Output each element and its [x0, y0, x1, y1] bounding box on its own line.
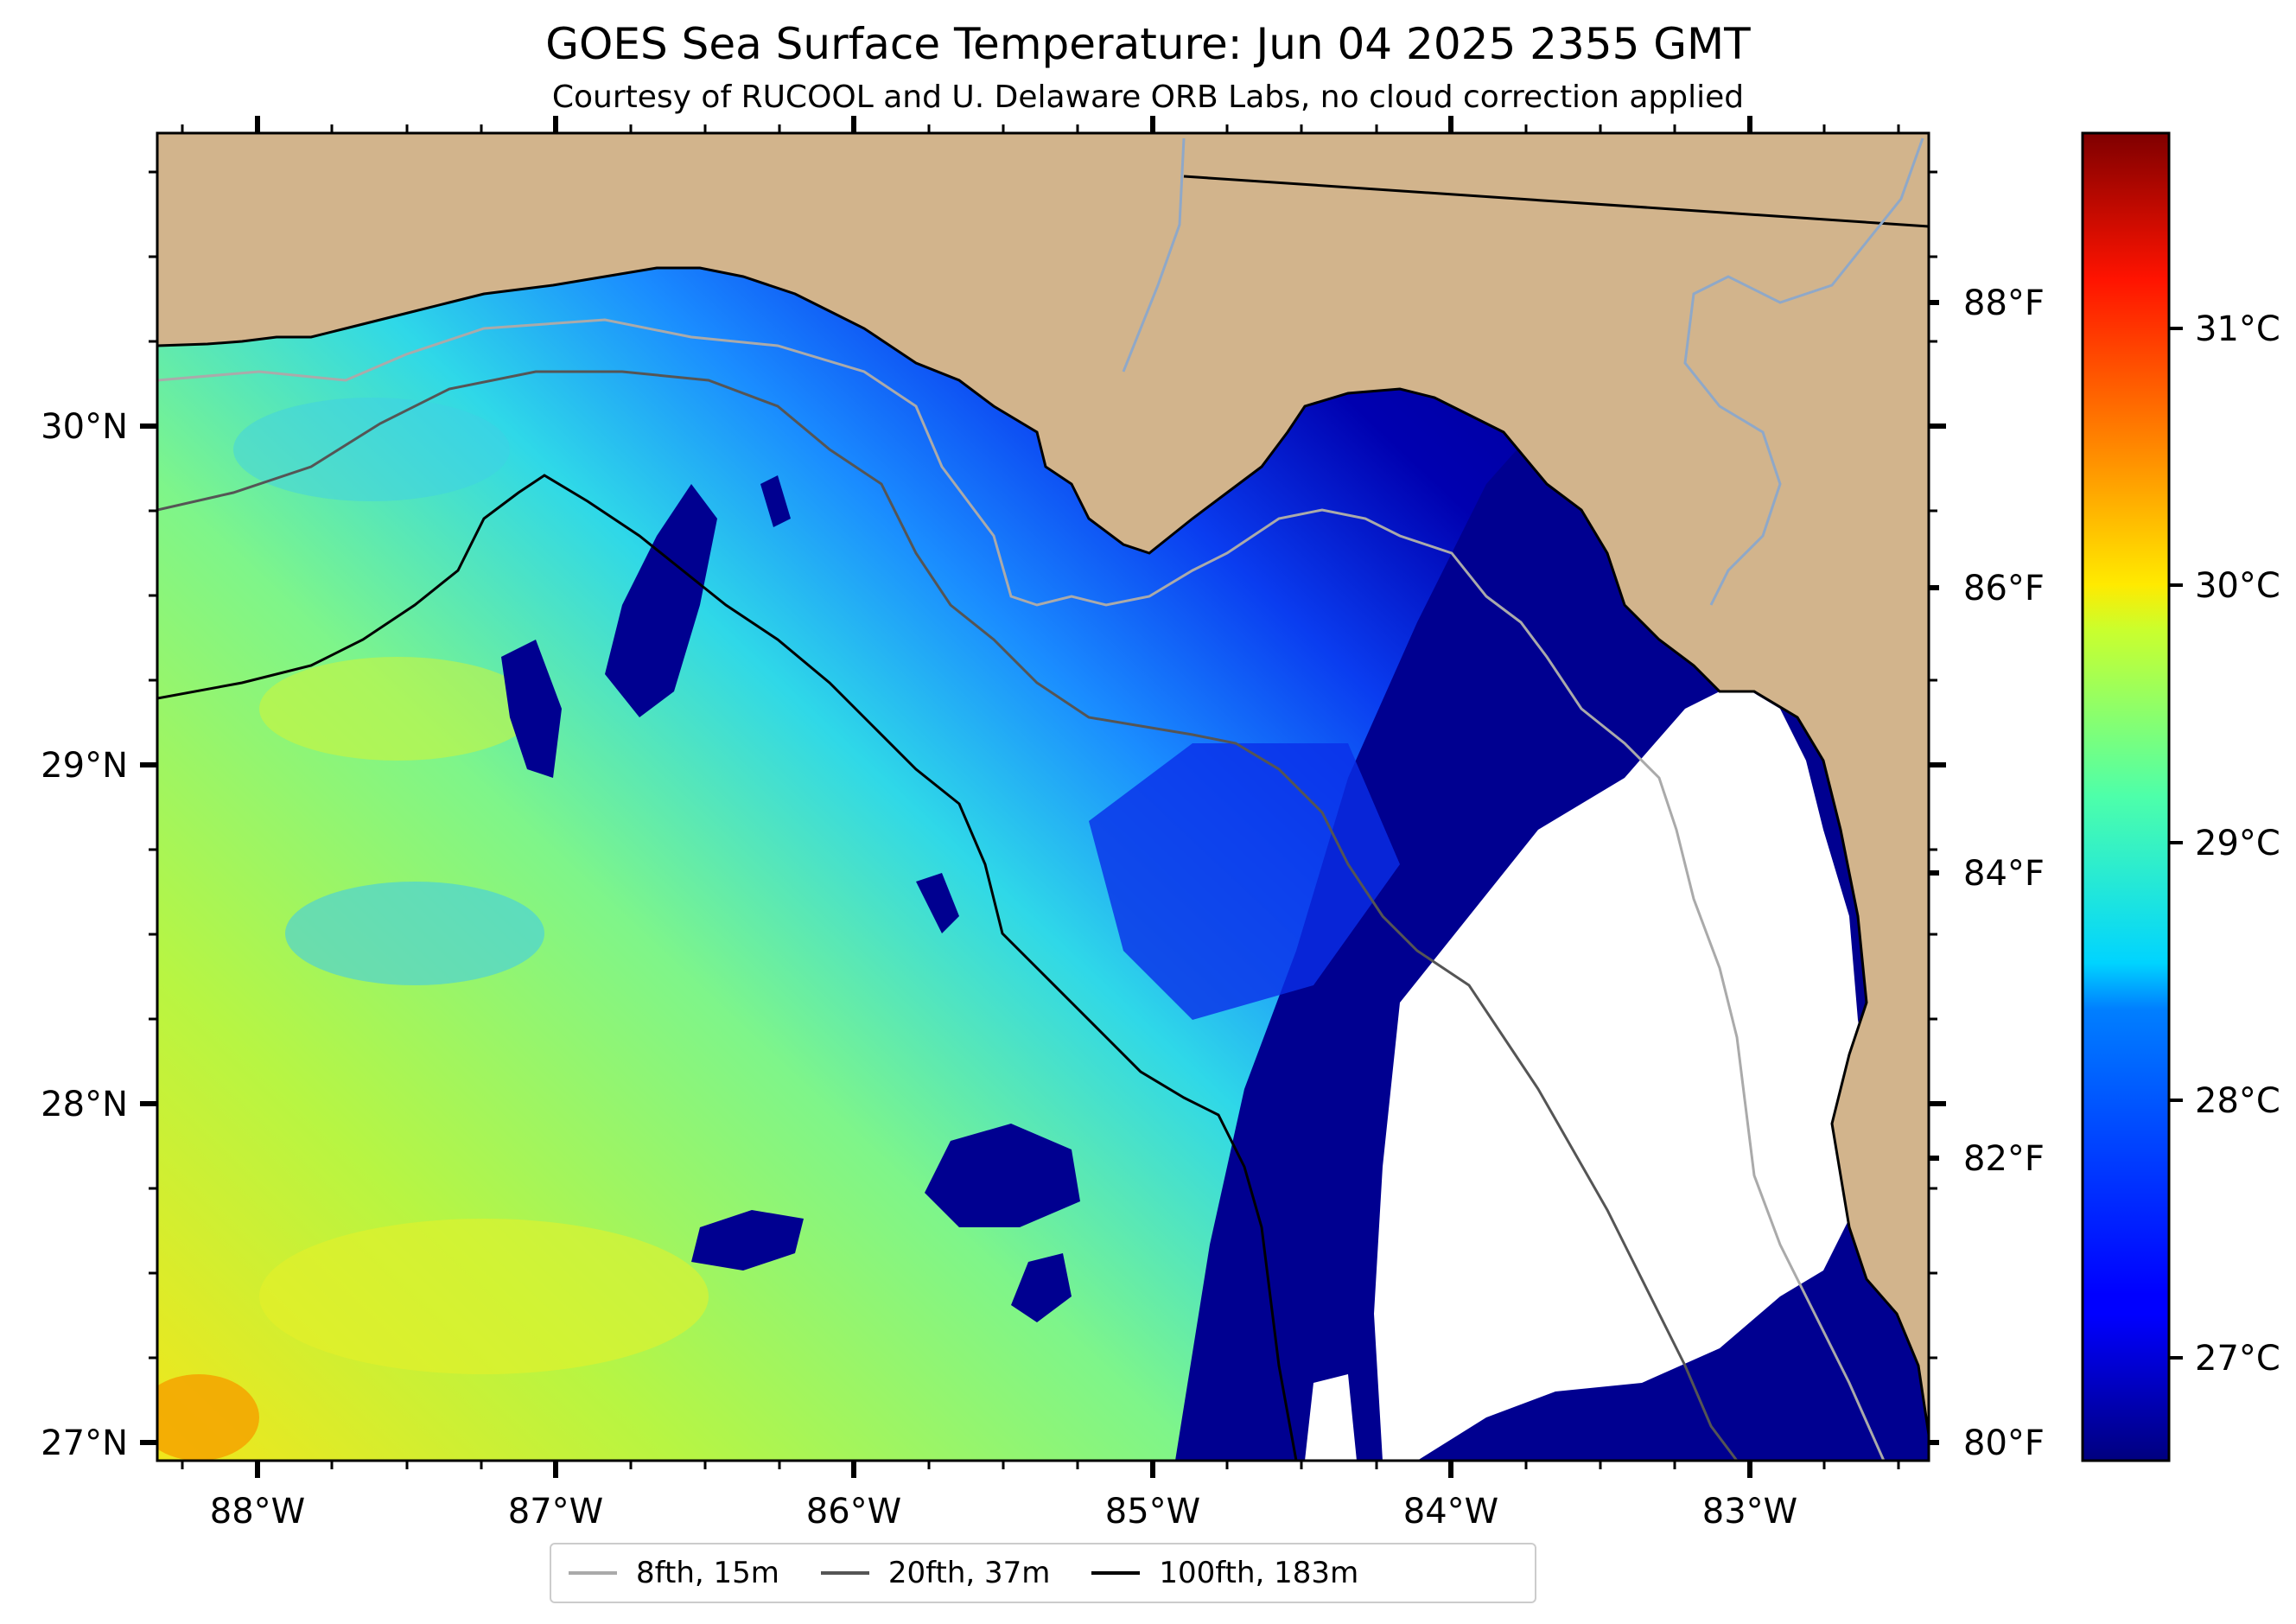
lat-minor-ticks	[149, 170, 157, 1360]
sst-map	[157, 133, 1929, 1461]
cold-patch	[605, 484, 717, 717]
cold-patch	[501, 640, 562, 778]
contour-20fth	[157, 370, 1739, 1461]
lat-tick-label: 29°N	[41, 746, 128, 786]
lon-tick-label: 88°W	[210, 1492, 305, 1532]
lon-tick-label: 87°W	[508, 1492, 603, 1532]
cool-patch	[285, 882, 544, 985]
lon-minor-ticks	[181, 124, 1900, 1469]
cold-patch	[1011, 1253, 1072, 1322]
warm-patch	[259, 657, 536, 761]
river	[1122, 137, 1186, 373]
fahrenheit-tick-label: 80°F	[1963, 1423, 2045, 1463]
warm-patch	[157, 1374, 259, 1461]
lat-tick-label: 28°N	[41, 1085, 128, 1124]
land-mass	[157, 133, 1929, 1436]
cold-patch	[916, 873, 959, 933]
lon-tick-label: 85°W	[1105, 1492, 1200, 1532]
colorbar-ticks	[2169, 327, 2183, 1360]
celsius-tick-label: 31°C	[2195, 309, 2280, 349]
celsius-tick-label: 27°C	[2195, 1339, 2280, 1379]
cold-patch	[691, 1210, 804, 1271]
river	[1683, 137, 1924, 606]
colorbar	[2081, 131, 2171, 1462]
fahrenheit-tick-label: 84°F	[1963, 854, 2045, 894]
legend-item-100fth: 100fth, 183m	[1091, 1556, 1358, 1590]
contour-8fth	[157, 318, 1886, 1461]
contour-100fth	[157, 474, 1298, 1461]
legend-label: 100fth, 183m	[1159, 1556, 1359, 1590]
legend-item-8fth: 8fth, 15m	[569, 1556, 779, 1590]
legend-swatch	[569, 1571, 617, 1575]
lat-tick-label: 30°N	[41, 407, 128, 447]
lat-tick-label: 27°N	[41, 1423, 128, 1463]
celsius-tick-label: 29°C	[2195, 824, 2280, 863]
celsius-tick-label: 28°C	[2195, 1081, 2280, 1121]
cool-patch	[233, 398, 510, 501]
fahrenheit-tick-label: 88°F	[1963, 283, 2045, 323]
fahrenheit-tick-label: 86°F	[1963, 569, 2045, 608]
map-subtitle: Courtesy of RUCOOL and U. Delaware ORB L…	[551, 80, 1745, 115]
lat-axis	[140, 424, 157, 1445]
legend-label: 20fth, 37m	[887, 1556, 1051, 1590]
legend-label: 8fth, 15m	[636, 1556, 779, 1590]
fahrenheit-axis	[1929, 300, 1946, 1445]
state-boundary	[1183, 175, 1929, 228]
lon-axis	[255, 116, 1752, 1478]
legend-item-20fth: 20fth, 37m	[820, 1556, 1051, 1590]
lon-tick-label: 84°W	[1403, 1492, 1498, 1532]
cold-patch	[925, 1124, 1080, 1227]
no-data-region	[1374, 683, 1875, 1461]
fahrenheit-minor-ticks	[1929, 170, 1937, 1360]
celsius-tick-label: 30°C	[2195, 566, 2280, 606]
contour-legend: 8fth, 15m 20fth, 37m 100fth, 183m	[550, 1543, 1536, 1603]
cold-patch	[760, 475, 791, 527]
legend-swatch	[1091, 1571, 1141, 1575]
lon-tick-label: 83°W	[1702, 1492, 1797, 1532]
legend-swatch	[820, 1571, 869, 1575]
warm-patch	[259, 1219, 709, 1374]
no-data-region	[1305, 1374, 1357, 1461]
map-title: GOES Sea Surface Temperature: Jun 04 202…	[545, 19, 1751, 69]
lon-tick-label: 86°W	[806, 1492, 901, 1532]
map-frame	[156, 131, 1930, 1462]
fahrenheit-tick-label: 82°F	[1963, 1139, 2045, 1179]
